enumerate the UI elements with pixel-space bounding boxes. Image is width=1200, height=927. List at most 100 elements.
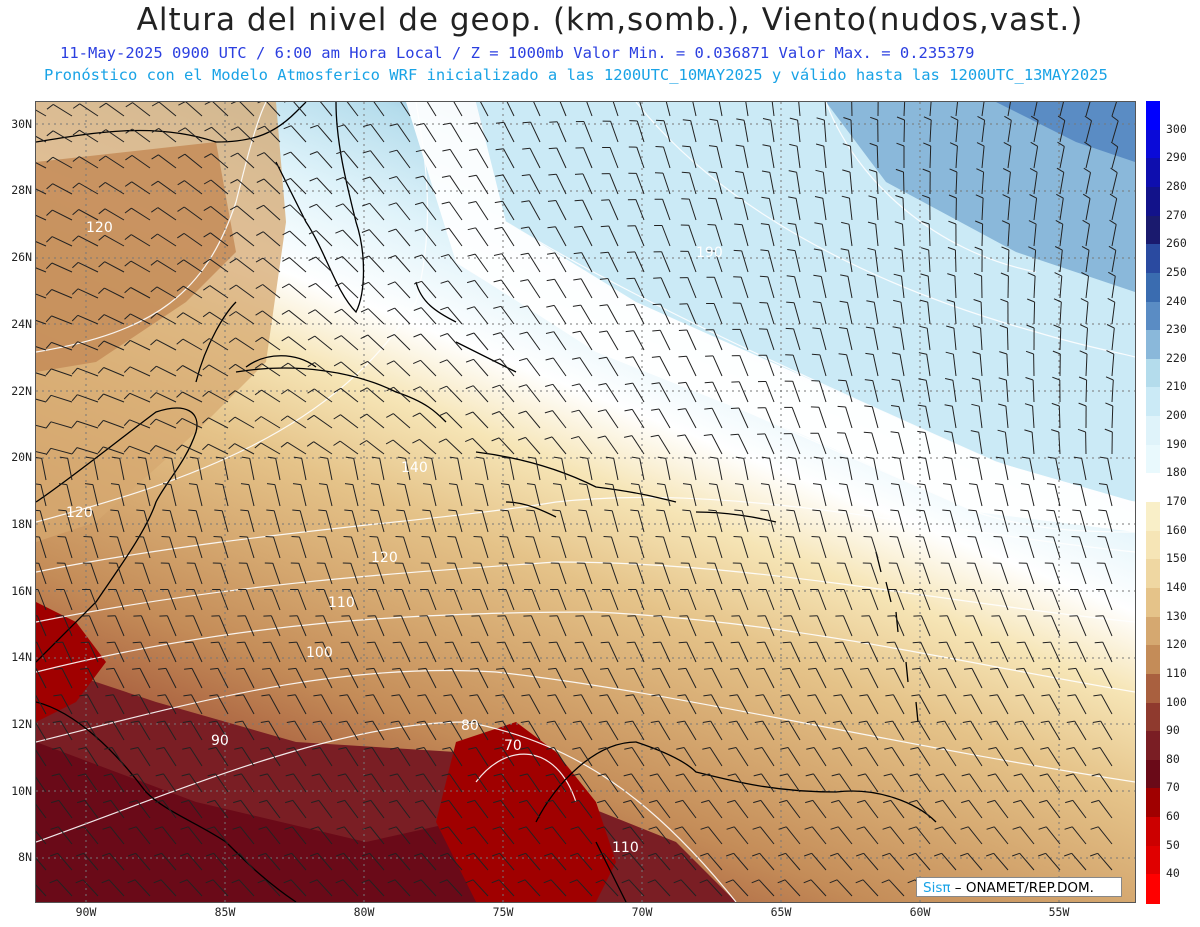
wind-barb [218,615,229,637]
wind-barb [613,458,619,481]
wind-barb [352,484,359,507]
wind-barb-flag [916,483,925,486]
wind-barb [785,852,801,871]
wind-barb-flag [599,330,608,333]
wind-barb [1033,250,1037,273]
wind-barb-flag [307,335,316,341]
wind-barb [315,230,333,247]
wind-barb [319,773,333,793]
wind-barb [980,301,983,325]
wind-barb [346,694,359,715]
wind-barb-flag [151,180,159,187]
wind-barb-flag [544,852,552,857]
wind-barb-flag [285,773,294,777]
wind-barb-flag [307,309,316,315]
wind-barb-flag [570,436,579,440]
wind-barb [375,589,385,611]
wind-barb-flag [884,747,893,750]
wind-barb [217,668,229,689]
wind-barb [978,432,983,455]
wind-barb [246,563,255,585]
wind-barb [62,641,73,663]
wind-barb [759,852,775,871]
wind-barb [474,800,489,819]
wind-barb [289,230,307,247]
wind-barb [51,315,73,325]
wind-barb-flag [917,456,926,459]
wind-barb [797,120,801,143]
wind-barb [1072,800,1087,819]
wind-barb-flag [1054,246,1063,251]
wind-barb-flag [678,329,687,331]
wind-barb-flag [1057,115,1066,121]
wind-barb-flag [418,667,427,670]
wind-barb-flag [438,412,447,417]
wind-barb [36,615,47,637]
wind-barb-flag [97,420,104,427]
wind-barb [155,392,177,403]
wind-barb [533,510,541,533]
wind-barb [873,328,879,351]
wind-barb [79,103,99,117]
wind-barb [452,641,463,663]
wind-barb-flag [441,201,450,205]
wind-barb [318,800,333,819]
wind-barb-flag [98,261,105,268]
wind-barb [36,214,47,221]
wind-barb-flag [786,509,795,512]
wind-barb-flag [414,228,423,232]
wind-barb-flag [413,879,422,884]
wind-barb-flag [545,773,554,777]
wind-barb-flag [265,536,274,538]
wind-barb [156,365,177,377]
wind-barb [924,484,931,507]
wind-barb [105,102,125,117]
wind-barb [264,879,281,897]
wind-barb [897,510,905,533]
wind-barb-flag [1079,350,1088,355]
wind-barb-flag [857,773,866,777]
wind-barb [583,147,593,169]
wind-barb-flag [1042,641,1051,644]
wind-barb [814,694,827,715]
wind-barb [78,209,99,221]
wind-barb [241,747,255,767]
wind-barb [554,252,567,273]
wind-barb [890,800,905,819]
wind-barb-flag [839,300,848,303]
wind-barb [579,773,593,793]
wind-barb-flag [734,197,743,200]
wind-barb-flag [1064,826,1073,830]
wind-barb-flag [97,446,104,454]
wind-barb [267,773,281,793]
wind-barb [577,852,593,871]
wind-barb-flag [707,224,716,226]
wind-barb-flag [204,126,212,132]
wind-barb-flag [51,799,60,804]
wind-barb [210,179,229,195]
wind-barb [367,361,385,377]
wind-barb-flag [307,414,315,421]
wind-barb [212,879,229,897]
wind-barb-flag [834,667,843,670]
wind-barb-flag [359,440,367,446]
wind-barb-flag [650,434,659,438]
contour-label: 190 [696,245,723,261]
wind-barb [817,433,827,455]
wind-barb [844,432,853,455]
wind-barb [450,122,463,143]
wind-barb-flag [448,483,457,486]
wind-barb-flag [309,879,318,884]
wind-barb [130,287,151,299]
wind-barb-flag [229,231,238,237]
wind-barb-flag [178,102,186,106]
wind-barb [478,615,489,637]
wind-barb-flag [413,333,422,338]
wind-barb [1051,589,1061,611]
wind-barb [196,484,203,507]
wind-barb [929,102,932,117]
wind-barb [1085,102,1091,117]
wind-barb [157,259,177,273]
wind-barb [262,284,281,299]
wind-barb-flag [1030,141,1038,147]
